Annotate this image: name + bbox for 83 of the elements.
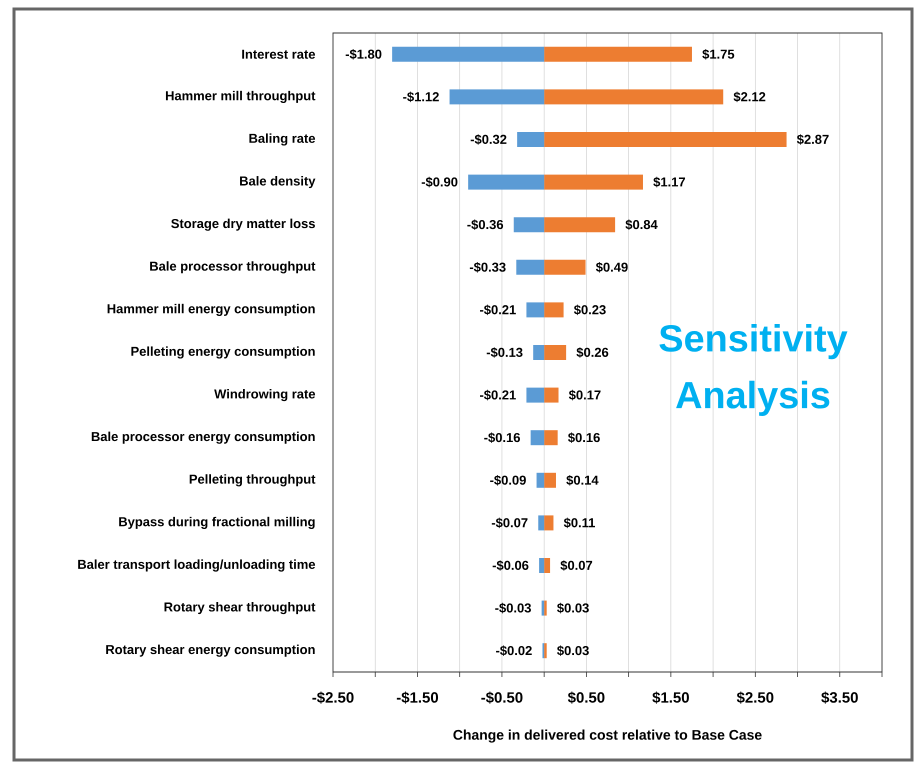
bar [516, 260, 544, 275]
bar [517, 132, 544, 147]
x-tick-label: -$2.50 [312, 692, 354, 704]
bar [544, 558, 550, 573]
data-label: -$0.33 [470, 262, 506, 273]
y-tick-label: Bale processor energy consumption [92, 432, 315, 444]
bar [544, 302, 564, 318]
bar [544, 46, 692, 62]
y-tick-label: Windrowing rate [214, 389, 316, 402]
data-label: -$0.13 [486, 347, 523, 358]
bar [530, 430, 544, 446]
bar [538, 515, 544, 530]
data-label: -$0.21 [480, 390, 516, 400]
bar [544, 600, 547, 616]
y-tick-label: Baling rate [249, 133, 316, 146]
data-label: -$1.12 [403, 92, 439, 102]
bar [544, 344, 566, 360]
bar [450, 89, 544, 104]
bar [392, 46, 544, 62]
bar [544, 515, 554, 530]
data-label: -$0.21 [480, 304, 516, 316]
bar [544, 643, 547, 658]
bar [539, 558, 544, 573]
data-label: $0.26 [576, 347, 608, 358]
text: Sensitivity Analysis [659, 324, 848, 416]
bar [514, 217, 544, 232]
data-label: $0.14 [566, 475, 599, 486]
data-label: $0.11 [564, 518, 595, 528]
data-label: $0.84 [625, 219, 658, 230]
x-tick-label: -$0.50 [481, 692, 522, 704]
data-label: $0.23 [574, 304, 606, 316]
data-label: $0.07 [560, 560, 592, 571]
data-label: $2.12 [734, 92, 766, 102]
data-label: $0.17 [568, 390, 601, 400]
data-label: $1.75 [702, 49, 734, 60]
data-label: $0.49 [596, 262, 628, 273]
data-label: $1.17 [653, 176, 686, 188]
bar [542, 600, 544, 616]
data-label: -$0.16 [484, 432, 520, 443]
bar [544, 174, 643, 190]
y-tick-label: Hammer mill energy consumption [108, 304, 315, 316]
y-tick-label: Interest rate [242, 50, 316, 59]
y-tick-label: Bale processor throughput [150, 261, 316, 274]
data-label: $0.03 [557, 602, 589, 614]
data-label: -$0.32 [470, 134, 506, 145]
data-label: -$0.36 [467, 219, 504, 230]
y-tick-label: Bypass during fractional milling [119, 516, 315, 529]
bar [544, 217, 616, 232]
data-label: $2.87 [796, 134, 829, 145]
x-axis-title: Change in delivered cost relative to Base Case [453, 730, 762, 743]
x-tick-label: $0.50 [568, 692, 604, 704]
y-tick-label: Pelleting energy consumption [131, 346, 315, 359]
data-label: -$0.06 [492, 560, 528, 571]
bar [544, 430, 558, 446]
bar [533, 344, 544, 360]
data-label: -$1.80 [346, 49, 382, 60]
y-tick-label: Bale density [240, 176, 316, 188]
bar [526, 388, 544, 403]
bar [544, 89, 724, 104]
bar [544, 472, 556, 488]
bar [544, 132, 787, 147]
y-tick-label: Rotary shear energy consumption [106, 644, 315, 657]
data-label: -$0.09 [490, 475, 526, 486]
x-tick-label: $2.50 [736, 692, 774, 704]
data-label: -$0.07 [492, 518, 528, 528]
x-tick-label: $1.50 [652, 692, 689, 704]
y-tick-label: Storage dry matter loss [171, 218, 315, 231]
bar [544, 388, 559, 403]
y-tick-label: Rotary shear throughput [164, 602, 316, 614]
bar [526, 302, 544, 318]
bar [536, 472, 544, 488]
data-label: -$0.02 [496, 645, 532, 656]
x-tick-label: $3.50 [821, 692, 858, 704]
y-tick-label: Baler transport loading/unloading time [78, 559, 316, 572]
data-label: -$0.03 [495, 602, 531, 614]
data-label: $0.03 [557, 645, 589, 656]
x-tick-label: -$1.50 [396, 692, 438, 704]
data-label: $0.16 [568, 432, 600, 443]
y-tick-label: Hammer mill throughput [166, 90, 316, 103]
bar [544, 260, 586, 275]
data-label: -$0.90 [422, 176, 458, 188]
y-tick-label: Pelleting throughput [190, 474, 316, 486]
bar [468, 174, 544, 190]
